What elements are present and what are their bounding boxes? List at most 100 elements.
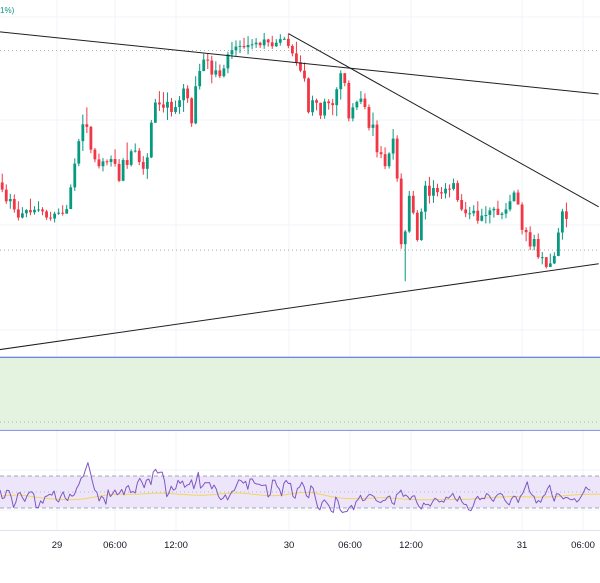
candle — [125, 142, 129, 169]
candle-body — [162, 104, 165, 108]
candle — [286, 33, 290, 49]
triangle-top[interactable] — [288, 33, 599, 208]
x-tick-label: 31 — [517, 540, 528, 551]
candle — [303, 62, 306, 82]
candle — [440, 187, 443, 200]
candle-body — [69, 187, 73, 210]
candle-body — [476, 210, 480, 221]
candle-body — [448, 188, 451, 190]
candle — [158, 91, 161, 111]
candle-body — [105, 161, 109, 163]
candle-body — [299, 62, 302, 71]
candle-body — [153, 102, 157, 123]
candle — [290, 44, 294, 57]
candle — [540, 252, 544, 265]
candle-body — [375, 124, 379, 153]
candle-body — [536, 239, 540, 258]
candle-body — [436, 187, 439, 193]
candle-body — [484, 214, 488, 216]
candle-body — [77, 141, 81, 164]
candle — [299, 55, 302, 73]
header-fragment: 1%) — [0, 6, 15, 15]
candle — [343, 72, 347, 87]
upper-descending[interactable] — [0, 31, 599, 95]
candle — [403, 229, 407, 282]
candle-body — [97, 159, 101, 167]
candle — [65, 204, 69, 214]
candle-body — [246, 44, 250, 48]
candle — [452, 178, 455, 191]
candle — [327, 99, 331, 110]
candle — [270, 35, 274, 49]
candle — [258, 41, 262, 48]
candle — [222, 64, 226, 78]
candle — [464, 201, 468, 218]
candle-body — [556, 232, 560, 256]
candle — [0, 173, 4, 193]
candle-body — [403, 231, 407, 245]
candle — [561, 208, 564, 240]
candle — [186, 85, 190, 103]
candle-body — [432, 187, 435, 196]
candle-body — [4, 189, 8, 202]
candle-body — [218, 70, 222, 77]
candle — [137, 148, 141, 166]
candle — [307, 77, 310, 114]
candle — [544, 257, 548, 269]
candle — [113, 149, 117, 167]
x-tick-label: 06:00 — [103, 540, 127, 551]
candle-body — [565, 211, 568, 219]
candle-body — [182, 88, 185, 101]
candle — [552, 252, 556, 265]
candle-body — [383, 154, 387, 167]
candle — [480, 208, 484, 222]
candle-body — [238, 45, 242, 47]
candle-body — [516, 192, 520, 205]
candle-body — [113, 159, 117, 164]
candle — [25, 209, 28, 218]
candle — [355, 100, 359, 110]
candle — [206, 53, 210, 70]
candle-body — [61, 212, 65, 214]
candle-body — [57, 212, 61, 214]
candle — [315, 98, 318, 111]
candle-body — [423, 185, 427, 212]
x-tick-label: 06:00 — [571, 540, 595, 551]
candle-body — [315, 100, 318, 103]
rsi-line — [0, 462, 591, 513]
candle-body — [411, 195, 415, 213]
candle — [428, 176, 431, 204]
candle-body — [109, 159, 113, 162]
candle-body — [158, 102, 161, 105]
candle — [53, 211, 57, 223]
candle — [33, 206, 36, 215]
candle — [266, 38, 270, 47]
candle — [407, 190, 411, 233]
candle-body — [37, 209, 40, 211]
candle-body — [500, 213, 504, 215]
candle-body — [552, 255, 556, 264]
candle-body — [496, 208, 500, 215]
candle-body — [174, 107, 177, 112]
lower-ascending[interactable] — [0, 263, 599, 351]
candle-body — [214, 70, 218, 75]
x-tick-label: 06:00 — [338, 540, 362, 551]
candle-body — [528, 232, 532, 247]
x-tick-label: 12:00 — [399, 540, 423, 551]
trendlines-layer — [0, 31, 599, 351]
candle-body — [166, 101, 169, 108]
candle-body — [121, 160, 125, 181]
candle-body — [508, 201, 512, 210]
candle-body — [170, 101, 173, 112]
candle-body — [524, 229, 528, 233]
candle — [166, 92, 169, 121]
levels-layer — [0, 50, 600, 251]
candle-body — [222, 68, 226, 77]
candle — [210, 55, 214, 84]
candle — [528, 226, 532, 251]
candle-body — [101, 161, 105, 167]
time-axis[interactable]: 29 06:00 12:00 30 06:00 12:00 31 06:00 — [52, 540, 595, 551]
candle-body — [65, 209, 69, 214]
